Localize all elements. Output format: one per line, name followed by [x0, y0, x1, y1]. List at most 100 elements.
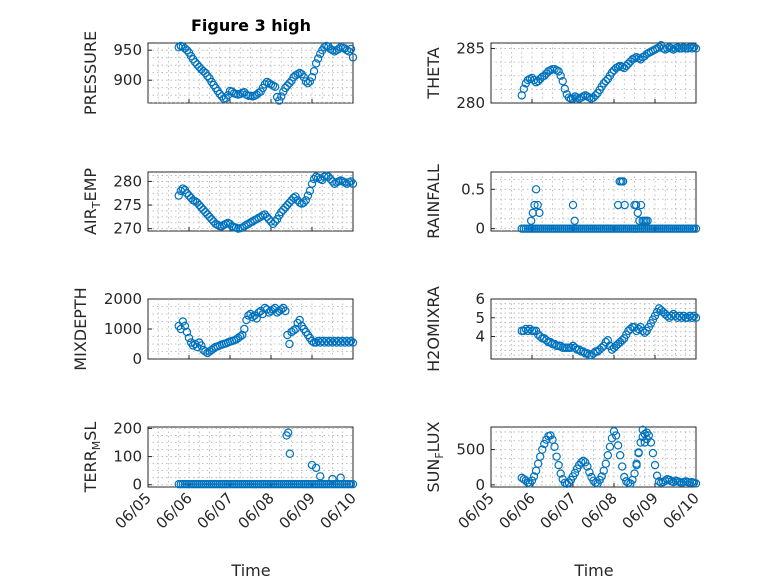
pressure-point [192, 60, 202, 69]
sun_flux-ytick-label: 500 [456, 441, 485, 459]
sun_flux-xtick-label: 06/07 [537, 489, 580, 532]
subplot-mixdepth: 0 1000 2000 MIXDEPTH [71, 287, 358, 371]
figure-title: Figure 3 high [191, 16, 311, 35]
pressure-point [277, 92, 286, 101]
air_temp-point [244, 219, 253, 229]
sun_flux-xtick-label: 06/06 [496, 489, 539, 532]
pressure-point [305, 77, 315, 86]
h2omixra-point [579, 347, 588, 356]
pressure-point [236, 89, 245, 99]
h2omixra-point [542, 336, 551, 345]
air_temp-point [207, 214, 216, 224]
sun_flux-point [546, 431, 555, 440]
air_temp-ytick-label: 280 [113, 172, 142, 190]
sun_flux-point [529, 472, 539, 481]
h2omixra-y-axis-label: H2OMIXRA [424, 286, 443, 372]
rainfall-point [636, 200, 646, 210]
air_temp-point [201, 207, 210, 217]
theta-point [560, 84, 570, 94]
terr_msl-point [316, 472, 325, 481]
air_temp-point [192, 198, 202, 207]
sun_flux-y-axis-label: SUNFLUX [424, 421, 446, 492]
mixdepth-point [285, 339, 294, 349]
air_temp-point [299, 198, 308, 207]
theta-grid [491, 43, 696, 103]
air_temp-point [285, 198, 294, 207]
sun_flux-point [554, 460, 563, 470]
pressure-point [334, 44, 343, 54]
sun_flux-point [609, 427, 619, 436]
rainfall-point [631, 200, 641, 210]
theta-point [601, 76, 611, 86]
mixdepth-point [328, 338, 337, 347]
sun_flux-point [540, 439, 549, 449]
pressure-point [346, 44, 356, 54]
pressure-point [174, 43, 183, 52]
rainfall-point [530, 200, 539, 210]
mixdepth-ytick-label: 0 [132, 350, 142, 368]
pressure-point [275, 96, 284, 105]
pressure-point [301, 77, 311, 86]
pressure-series [174, 41, 358, 105]
mixdepth-point [252, 314, 261, 323]
pressure-point [266, 80, 276, 89]
pressure-point [199, 66, 208, 76]
mixdepth-point [324, 338, 333, 347]
terr_msl-xtick-label: 06/08 [235, 489, 278, 532]
pressure-point [260, 80, 270, 89]
sun_flux-xtick-label: 06/10 [660, 489, 703, 532]
pressure-point [313, 54, 323, 63]
pressure-point [299, 72, 308, 82]
pressure-point [307, 72, 317, 82]
terr_msl-xtick-label: 06/10 [317, 489, 360, 532]
mixdepth-series [174, 303, 358, 358]
sun_flux-point [691, 479, 701, 488]
terr_msl-y-axis-label: TERRMSL [81, 422, 103, 494]
pressure-point [348, 53, 358, 62]
sun_flux-point [622, 477, 631, 486]
mixdepth-point [338, 336, 347, 346]
air_temp-point [301, 196, 311, 205]
sun_flux-point [652, 471, 662, 480]
sun_flux-point [618, 462, 627, 471]
sun_flux-point [620, 472, 629, 482]
rainfall-point [535, 208, 544, 218]
mixdepth-point [348, 338, 358, 347]
pressure-ytick-label: 900 [113, 71, 142, 89]
h2omixra-point [574, 345, 584, 354]
sun_flux-point [550, 442, 559, 451]
pressure-point [215, 89, 224, 99]
rainfall-series [517, 177, 701, 233]
air_temp-point [260, 210, 270, 219]
terr_msl-xtick-label: 06/05 [112, 489, 155, 532]
sun_flux-point [585, 467, 594, 477]
air_temp-point [205, 212, 214, 222]
air_temp-point [342, 179, 352, 188]
mixdepth-ytick-label: 2000 [104, 290, 142, 308]
pressure-point [330, 47, 339, 56]
mixdepth-point [311, 338, 321, 347]
air_temp-point [182, 189, 192, 198]
mixdepth-point [197, 341, 206, 350]
rainfall-point [531, 185, 541, 194]
air_temp-point [195, 200, 204, 210]
mixdepth-point [346, 336, 356, 346]
air_temp-point [203, 210, 212, 219]
h2omixra-point [679, 311, 688, 321]
air_temp-ytick-label: 275 [113, 196, 142, 214]
air_temp-ytick-label: 270 [113, 220, 142, 238]
mixdepth-point [184, 333, 194, 343]
h2omixra-point [634, 324, 643, 334]
mixdepth-point [344, 338, 354, 347]
terr_msl-xtick-label: 06/06 [153, 489, 196, 532]
mixdepth-point [178, 317, 188, 326]
mixdepth-point [340, 338, 349, 347]
mixdepth-point [320, 338, 329, 347]
rainfall-point [618, 177, 628, 186]
theta-point [691, 44, 701, 53]
air_temp-point [197, 203, 206, 212]
sun_flux-point [630, 469, 639, 478]
sun_flux-point [552, 452, 561, 461]
